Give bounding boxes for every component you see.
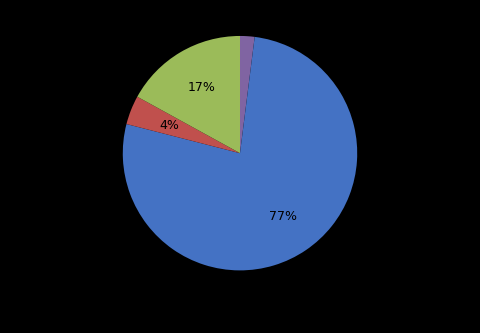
Wedge shape	[123, 37, 357, 270]
Text: 77%: 77%	[269, 210, 297, 223]
Wedge shape	[126, 97, 240, 153]
Wedge shape	[240, 36, 255, 153]
Text: 17%: 17%	[187, 81, 215, 94]
Wedge shape	[137, 36, 240, 153]
Text: 4%: 4%	[159, 119, 179, 132]
